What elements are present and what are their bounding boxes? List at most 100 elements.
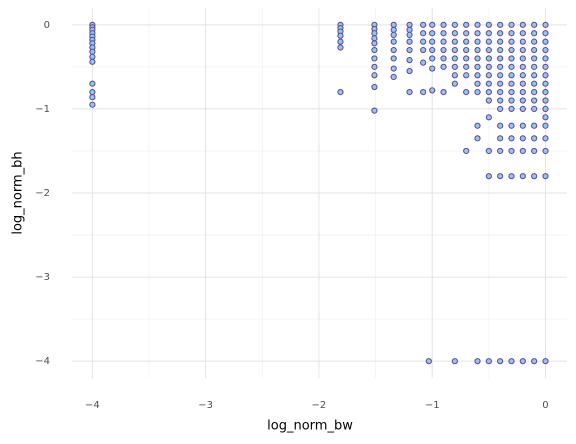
point [508, 97, 515, 104]
point [429, 87, 436, 94]
point [406, 21, 413, 28]
point [474, 55, 481, 62]
point [485, 46, 492, 54]
point [519, 55, 526, 62]
y-tick-label: 0 [44, 20, 50, 31]
point [371, 40, 378, 47]
grid [72, 8, 567, 378]
points [89, 21, 549, 365]
point [390, 46, 397, 54]
point [519, 173, 526, 180]
point [474, 72, 481, 79]
point [429, 65, 436, 72]
x-tick-label: 0 [542, 400, 548, 411]
point [497, 21, 504, 28]
point [371, 46, 378, 54]
point [474, 135, 481, 142]
point [440, 30, 447, 37]
point [485, 80, 492, 87]
point [390, 26, 397, 33]
point [474, 46, 481, 54]
point [531, 55, 538, 62]
point [508, 72, 515, 79]
point [519, 80, 526, 87]
x-tick-label: −3 [198, 400, 213, 411]
point [497, 173, 504, 180]
point [420, 88, 427, 96]
point [531, 135, 538, 142]
x-axis-label: log_norm_bw [267, 419, 353, 434]
x-tick-label: −4 [85, 400, 100, 411]
point [542, 105, 549, 113]
point [371, 35, 378, 42]
point [371, 107, 378, 114]
point [390, 21, 397, 28]
point [440, 63, 447, 70]
point [531, 38, 538, 45]
point [89, 58, 96, 65]
point [406, 88, 413, 96]
point [451, 21, 458, 28]
point [531, 105, 538, 113]
point [497, 147, 504, 155]
point [497, 105, 504, 113]
point [519, 358, 526, 365]
point [497, 358, 504, 365]
point [406, 38, 413, 45]
point [542, 114, 549, 121]
point [337, 88, 344, 96]
point [89, 53, 96, 60]
point [508, 122, 515, 129]
point [542, 147, 549, 155]
point [429, 46, 436, 54]
point [508, 38, 515, 45]
point [508, 55, 515, 62]
point [406, 26, 413, 33]
point [485, 21, 492, 28]
point [474, 63, 481, 70]
point [337, 44, 344, 51]
point [519, 105, 526, 113]
point [406, 31, 413, 39]
point [337, 32, 344, 39]
point [451, 63, 458, 70]
point [531, 72, 538, 79]
point [451, 38, 458, 45]
point [497, 88, 504, 96]
point [485, 38, 492, 45]
point [474, 88, 481, 96]
point [508, 63, 515, 70]
y-tick-label: −3 [35, 272, 50, 283]
point [440, 46, 447, 54]
point [474, 122, 481, 129]
point [531, 21, 538, 28]
point [429, 55, 436, 62]
point [390, 55, 397, 62]
point [474, 38, 481, 45]
point [451, 30, 458, 37]
point [519, 46, 526, 54]
point [474, 21, 481, 28]
point [463, 46, 470, 54]
point [485, 147, 492, 155]
point [406, 67, 413, 75]
point [451, 80, 458, 87]
point [463, 63, 470, 70]
point [429, 21, 436, 28]
point [531, 147, 538, 155]
point [463, 147, 470, 155]
point [463, 55, 470, 62]
y-tick-label: −1 [35, 104, 50, 115]
point [542, 30, 549, 37]
y-axis-label: log_norm_bh [11, 151, 26, 234]
point [531, 30, 538, 37]
x-tick-label: −1 [425, 400, 440, 411]
point [497, 72, 504, 79]
point [420, 38, 427, 45]
point [463, 72, 470, 79]
point [508, 147, 515, 155]
y-tick-label: −2 [35, 188, 50, 199]
point [420, 59, 427, 66]
point [451, 72, 458, 79]
point [440, 21, 447, 28]
